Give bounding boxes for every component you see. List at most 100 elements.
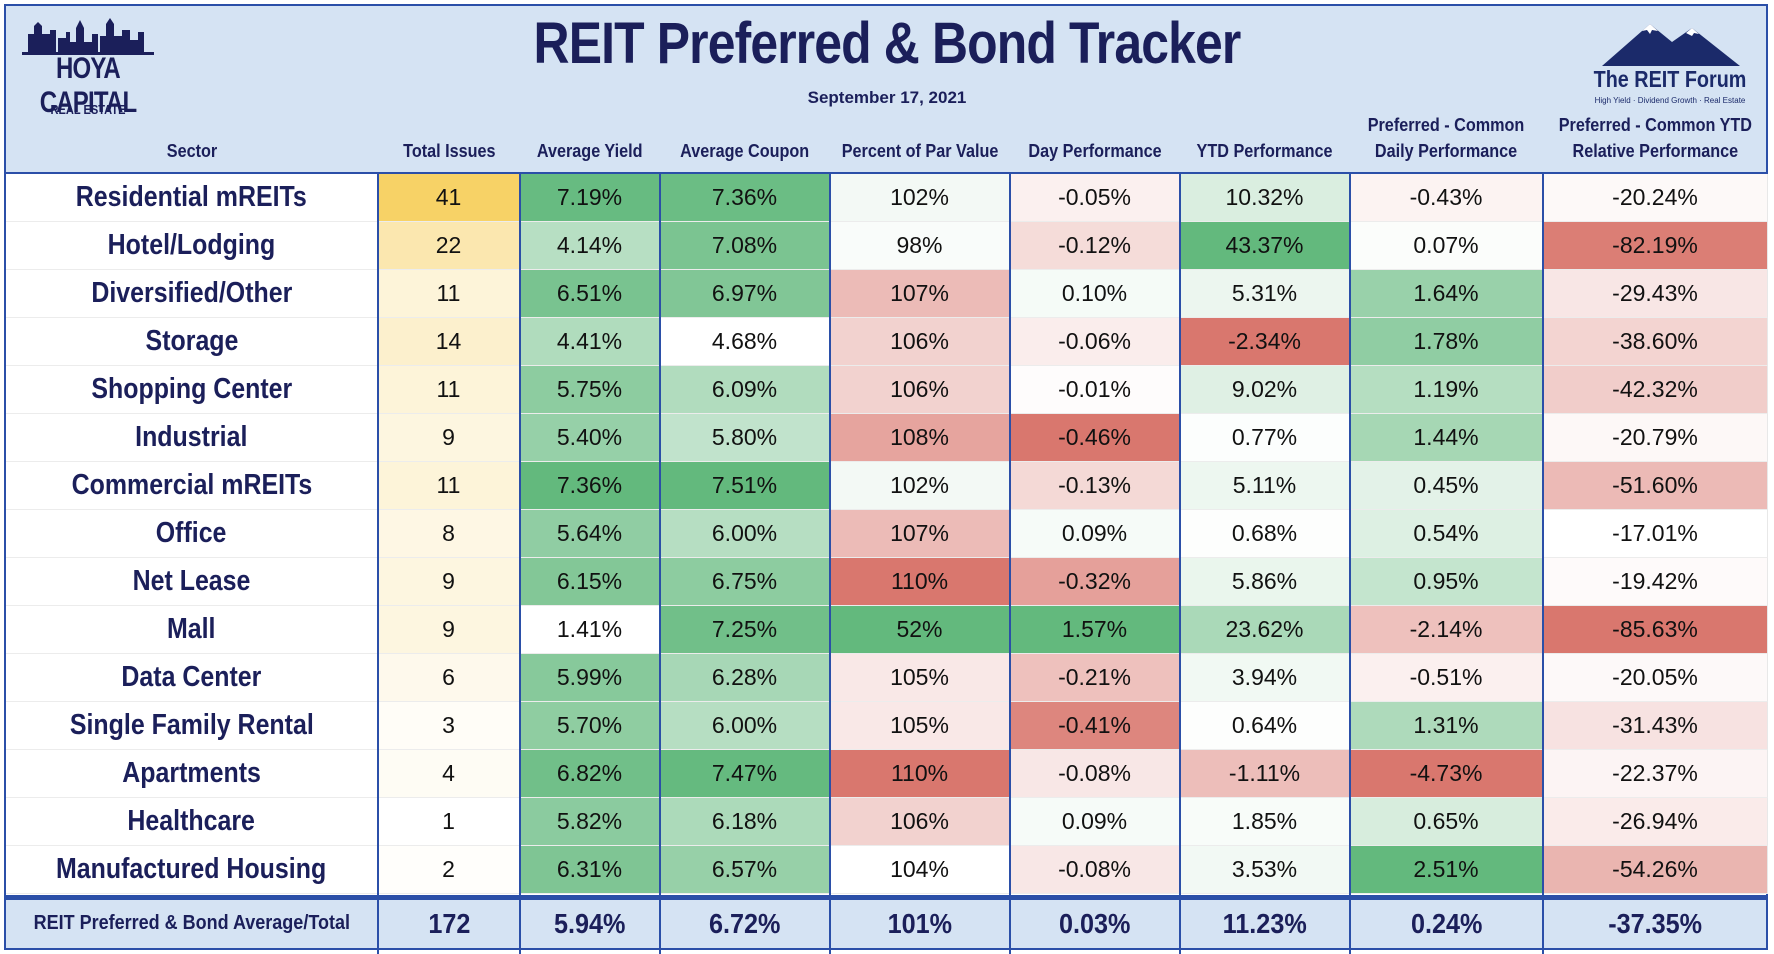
cell-average-yield: 5.40%: [520, 414, 660, 462]
cell-day-performance: -0.32%: [1010, 558, 1180, 606]
column-divider: [519, 172, 521, 954]
cell-percent-of-par: 106%: [830, 318, 1010, 366]
cell-pref-common-daily: -4.73%: [1350, 750, 1543, 798]
total-pref-common-daily: 0.24%: [1410, 907, 1483, 939]
cell-average-coupon: 6.00%: [660, 510, 830, 558]
sector-label: Net Lease: [6, 558, 378, 606]
cell-pref-common-daily: 1.19%: [1350, 366, 1543, 414]
column-header-ytd-performance: YTD Performance: [1180, 112, 1350, 170]
cell-percent-of-par: 106%: [830, 798, 1010, 846]
cell-average-yield: 5.64%: [520, 510, 660, 558]
cell-pref-common-daily: 0.45%: [1350, 462, 1543, 510]
cell-ytd-performance: 5.31%: [1180, 270, 1350, 318]
cell-percent-of-par: 110%: [830, 558, 1010, 606]
cell-average-yield: 6.51%: [520, 270, 660, 318]
cell-pref-common-ytd: -17.01%: [1543, 510, 1768, 558]
total-pref-common-ytd: -37.35%: [1608, 907, 1703, 939]
column-divider: [377, 172, 379, 954]
logo-left-title: HOYA CAPITAL: [39, 52, 137, 119]
sector-label: Data Center: [6, 654, 378, 702]
sector-label: Industrial: [6, 414, 378, 462]
cell-ytd-performance: 23.62%: [1180, 606, 1350, 654]
sector-label: Shopping Center: [6, 366, 378, 414]
sector-label: Apartments: [6, 750, 378, 798]
cell-pref-common-ytd: -38.60%: [1543, 318, 1768, 366]
cell-ytd-performance: -2.34%: [1180, 318, 1350, 366]
cell-day-performance: 0.10%: [1010, 270, 1180, 318]
cell-day-performance: -0.01%: [1010, 366, 1180, 414]
cell-total-issues: 2: [378, 846, 520, 894]
cell-average-coupon: 7.08%: [660, 222, 830, 270]
column-header-pref-common-daily: Preferred - Common Daily Performance: [1350, 112, 1543, 170]
mountain-icon: [1602, 24, 1740, 66]
cell-day-performance: -0.46%: [1010, 414, 1180, 462]
cell-day-performance: -0.06%: [1010, 318, 1180, 366]
cell-total-issues: 22: [378, 222, 520, 270]
cell-average-yield: 6.15%: [520, 558, 660, 606]
column-header-percent-of-par: Percent of Par Value: [830, 112, 1010, 170]
cell-pref-common-ytd: -20.05%: [1543, 654, 1768, 702]
cell-total-issues: 4: [378, 750, 520, 798]
column-divider: [829, 172, 831, 954]
cell-day-performance: 0.09%: [1010, 510, 1180, 558]
cell-percent-of-par: 102%: [830, 462, 1010, 510]
cell-average-coupon: 6.09%: [660, 366, 830, 414]
column-header-day-performance: Day Performance: [1010, 112, 1180, 170]
logo-right-title: The REIT Forum: [1593, 66, 1747, 92]
cell-average-coupon: 7.25%: [660, 606, 830, 654]
cell-day-performance: -0.08%: [1010, 846, 1180, 894]
cell-percent-of-par: 102%: [830, 174, 1010, 222]
total-average-yield: 5.94%: [554, 907, 626, 939]
sector-label: Commercial mREITs: [6, 462, 378, 510]
cell-average-yield: 7.36%: [520, 462, 660, 510]
cell-pref-common-ytd: -22.37%: [1543, 750, 1768, 798]
cell-pref-common-daily: -0.51%: [1350, 654, 1543, 702]
cell-pref-common-daily: 2.51%: [1350, 846, 1543, 894]
cell-ytd-performance: 0.77%: [1180, 414, 1350, 462]
cell-pref-common-daily: 1.64%: [1350, 270, 1543, 318]
column-divider: [1009, 172, 1011, 954]
cell-day-performance: -0.13%: [1010, 462, 1180, 510]
logo-right-subtitle: High Yield · Dividend Growth · Real Esta…: [1594, 96, 1746, 105]
cell-average-yield: 5.70%: [520, 702, 660, 750]
cell-pref-common-daily: 1.44%: [1350, 414, 1543, 462]
cell-total-issues: 41: [378, 174, 520, 222]
cell-average-yield: 5.75%: [520, 366, 660, 414]
cell-average-coupon: 6.18%: [660, 798, 830, 846]
column-header-label: Sector: [166, 141, 218, 161]
cell-pref-common-daily: 0.65%: [1350, 798, 1543, 846]
cell-total-issues: 9: [378, 606, 520, 654]
cell-percent-of-par: 108%: [830, 414, 1010, 462]
cell-day-performance: -0.05%: [1010, 174, 1180, 222]
column-header-label: Percent of Par Value: [841, 141, 999, 161]
column-header-label: Average Coupon: [680, 141, 810, 161]
cell-pref-common-ytd: -26.94%: [1543, 798, 1768, 846]
total-percent-of-par: 101%: [887, 907, 953, 939]
cell-pref-common-daily: -2.14%: [1350, 606, 1543, 654]
cell-percent-of-par: 110%: [830, 750, 1010, 798]
column-header-label: Preferred - Common Daily Performance: [1368, 115, 1525, 161]
page-title: REIT Preferred & Bond Tracker: [533, 11, 1242, 76]
cell-percent-of-par: 105%: [830, 654, 1010, 702]
cell-average-coupon: 6.57%: [660, 846, 830, 894]
cell-ytd-performance: -1.11%: [1180, 750, 1350, 798]
cell-average-coupon: 6.00%: [660, 702, 830, 750]
cell-total-issues: 14: [378, 318, 520, 366]
reit-forum-logo: The REIT Forum High Yield · Dividend Gro…: [1580, 14, 1760, 110]
cell-ytd-performance: 43.37%: [1180, 222, 1350, 270]
cell-percent-of-par: 107%: [830, 510, 1010, 558]
cell-ytd-performance: 1.85%: [1180, 798, 1350, 846]
cell-ytd-performance: 0.68%: [1180, 510, 1350, 558]
cell-average-coupon: 5.80%: [660, 414, 830, 462]
cell-total-issues: 3: [378, 702, 520, 750]
total-day-performance: 0.03%: [1059, 907, 1131, 939]
cell-average-yield: 5.82%: [520, 798, 660, 846]
sector-label: Healthcare: [6, 798, 378, 846]
cell-ytd-performance: 5.86%: [1180, 558, 1350, 606]
cell-average-yield: 4.14%: [520, 222, 660, 270]
cell-percent-of-par: 52%: [830, 606, 1010, 654]
hoya-capital-logo: HOYA CAPITAL REAL ESTATE: [18, 12, 158, 119]
cell-average-coupon: 6.28%: [660, 654, 830, 702]
cell-ytd-performance: 0.64%: [1180, 702, 1350, 750]
